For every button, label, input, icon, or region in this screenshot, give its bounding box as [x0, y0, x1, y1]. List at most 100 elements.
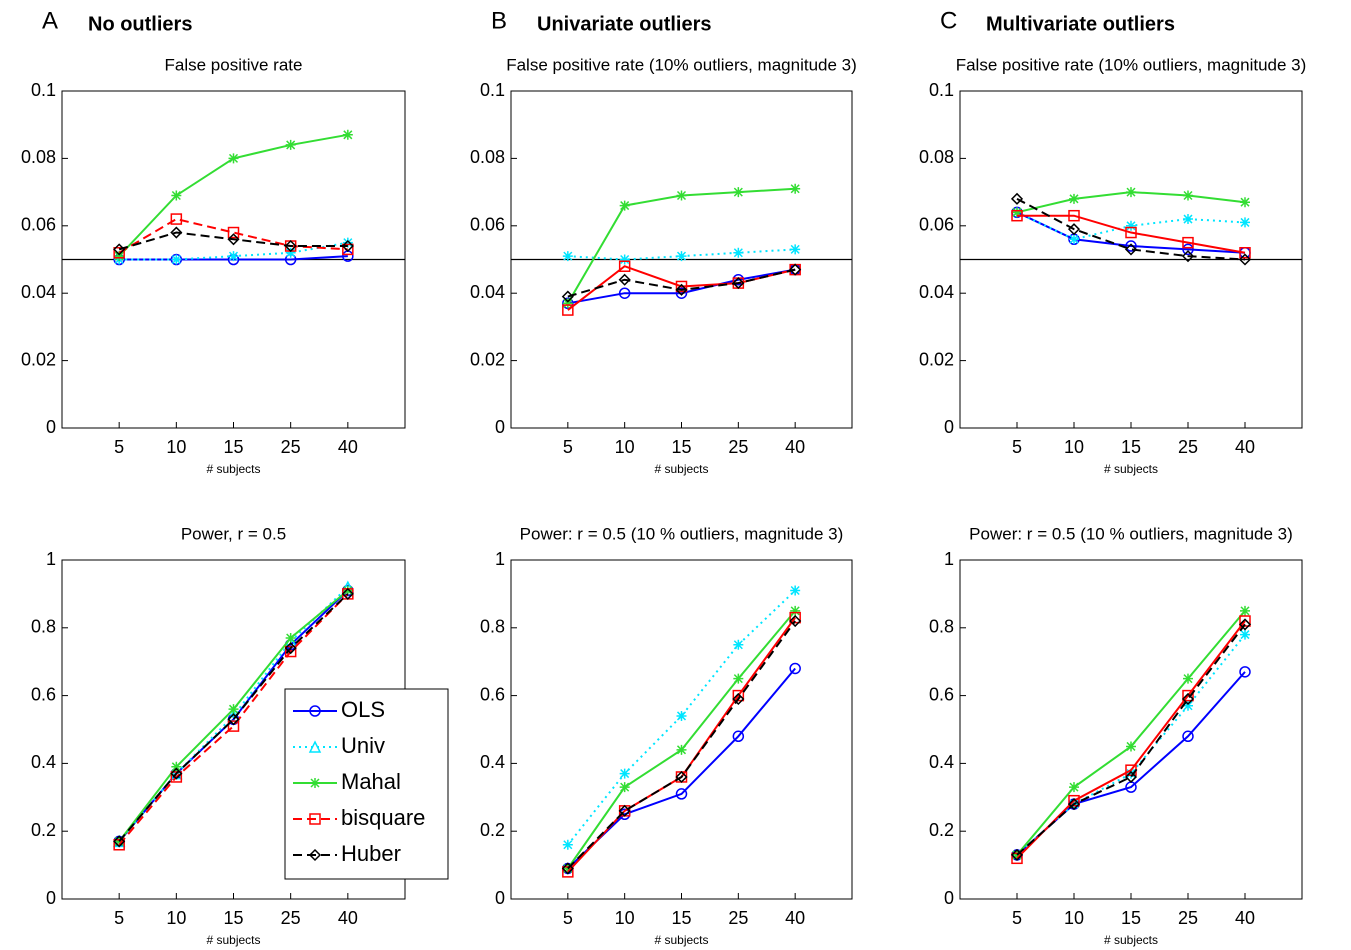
y-tick-label: 0: [944, 888, 954, 908]
chart: Power: r = 0.5 (10 % outliers, magnitude…: [929, 524, 1303, 947]
marker: [1239, 666, 1251, 678]
series-line: [1016, 197, 1246, 261]
x-tick-label: 40: [785, 437, 805, 457]
marker: [618, 287, 631, 299]
marker: [789, 263, 802, 276]
marker: [342, 243, 354, 256]
legend-marker: [310, 778, 320, 788]
chart: B Univariate outliers False positive rate …: [470, 7, 857, 476]
legend-marker: [309, 705, 321, 717]
marker: [1183, 673, 1193, 684]
marker: [113, 835, 126, 848]
y-tick-label: 0.02: [21, 349, 56, 369]
marker: [1011, 852, 1023, 865]
marker: [1069, 782, 1079, 793]
x-tick-label: 25: [728, 908, 748, 928]
y-tick-label: 0.08: [470, 147, 505, 167]
series-line: [118, 217, 348, 254]
series-line: [118, 231, 348, 251]
marker: [1067, 798, 1081, 811]
y-tick-label: 0.4: [31, 752, 56, 772]
series-line: [567, 620, 796, 870]
marker: [676, 710, 687, 721]
legend-label: Univ: [341, 733, 385, 758]
y-tick-label: 0.06: [21, 215, 56, 235]
x-tick-label: 25: [281, 908, 301, 928]
marker: [342, 585, 353, 596]
marker: [790, 585, 801, 596]
marker: [171, 761, 182, 772]
y-tick-label: 0: [944, 417, 954, 437]
marker: [1125, 226, 1137, 239]
x-tick-label: 10: [615, 908, 635, 928]
marker: [1183, 190, 1193, 201]
marker: [1012, 207, 1022, 218]
x-axis-label: # subjects: [206, 462, 260, 476]
marker: [228, 704, 239, 715]
y-tick-label: 1: [46, 549, 56, 569]
marker: [284, 645, 297, 658]
marker: [619, 254, 630, 265]
series-line: [1016, 620, 1246, 860]
marker: [733, 639, 744, 650]
marker: [1181, 692, 1195, 706]
marker: [1125, 240, 1137, 252]
marker: [1240, 629, 1250, 640]
marker: [341, 239, 354, 253]
marker: [562, 863, 573, 874]
legend-label: bisquare: [341, 805, 425, 830]
x-tick-label: 40: [1235, 908, 1255, 928]
panel-heading: No outliers: [88, 13, 192, 35]
marker: [170, 771, 183, 783]
x-tick-label: 40: [1235, 437, 1255, 457]
y-tick-label: 0.02: [919, 349, 954, 369]
chart-title: False positive rate (10% outliers, magni…: [506, 55, 857, 74]
y-tick-label: 0.2: [929, 820, 954, 840]
x-tick-label: 25: [728, 437, 748, 457]
y-tick-label: 0: [495, 888, 505, 908]
marker: [562, 866, 574, 878]
y-tick-label: 0.4: [480, 752, 505, 772]
marker: [1069, 193, 1079, 204]
marker: [562, 304, 574, 316]
y-tick-label: 0.4: [929, 752, 954, 772]
x-tick-label: 5: [563, 437, 573, 457]
chart: Power: r = 0.5 (10 % outliers, magnitude…: [480, 524, 853, 947]
y-tick-label: 0.04: [470, 282, 505, 302]
x-tick-label: 15: [1121, 437, 1141, 457]
y-tick-label: 0: [495, 417, 505, 437]
x-tick-label: 10: [1064, 908, 1084, 928]
marker: [1182, 236, 1194, 249]
chart: C Multivariate outliers False positive rat…: [919, 7, 1306, 476]
series-line: [1017, 214, 1246, 254]
marker: [342, 129, 353, 140]
marker: [1126, 220, 1136, 231]
panel-label: B: [491, 7, 507, 34]
marker: [1067, 223, 1081, 236]
marker: [113, 247, 125, 259]
x-tick-label: 10: [166, 908, 186, 928]
marker: [285, 139, 296, 150]
y-tick-label: 0: [46, 888, 56, 908]
panel-label: A: [42, 7, 58, 34]
marker: [1010, 192, 1024, 205]
y-tick-label: 0: [46, 417, 56, 437]
marker: [1183, 214, 1193, 225]
marker: [341, 587, 354, 600]
marker: [1240, 217, 1250, 228]
marker: [171, 254, 182, 265]
x-tick-label: 10: [615, 437, 635, 457]
chart-title: Power: r = 0.5 (10 % outliers, magnitude…: [520, 524, 844, 543]
y-tick-label: 0.1: [929, 80, 954, 100]
marker: [676, 251, 687, 262]
panel-label: C: [940, 7, 957, 34]
marker: [228, 251, 239, 262]
marker: [1181, 250, 1195, 263]
marker: [227, 720, 240, 732]
legend-label: OLS: [341, 697, 385, 722]
y-tick-label: 0.06: [470, 215, 505, 235]
y-tick-label: 0.6: [31, 684, 56, 704]
marker: [562, 298, 573, 309]
x-axis-label: # subjects: [206, 933, 260, 947]
series-line: [118, 593, 349, 846]
